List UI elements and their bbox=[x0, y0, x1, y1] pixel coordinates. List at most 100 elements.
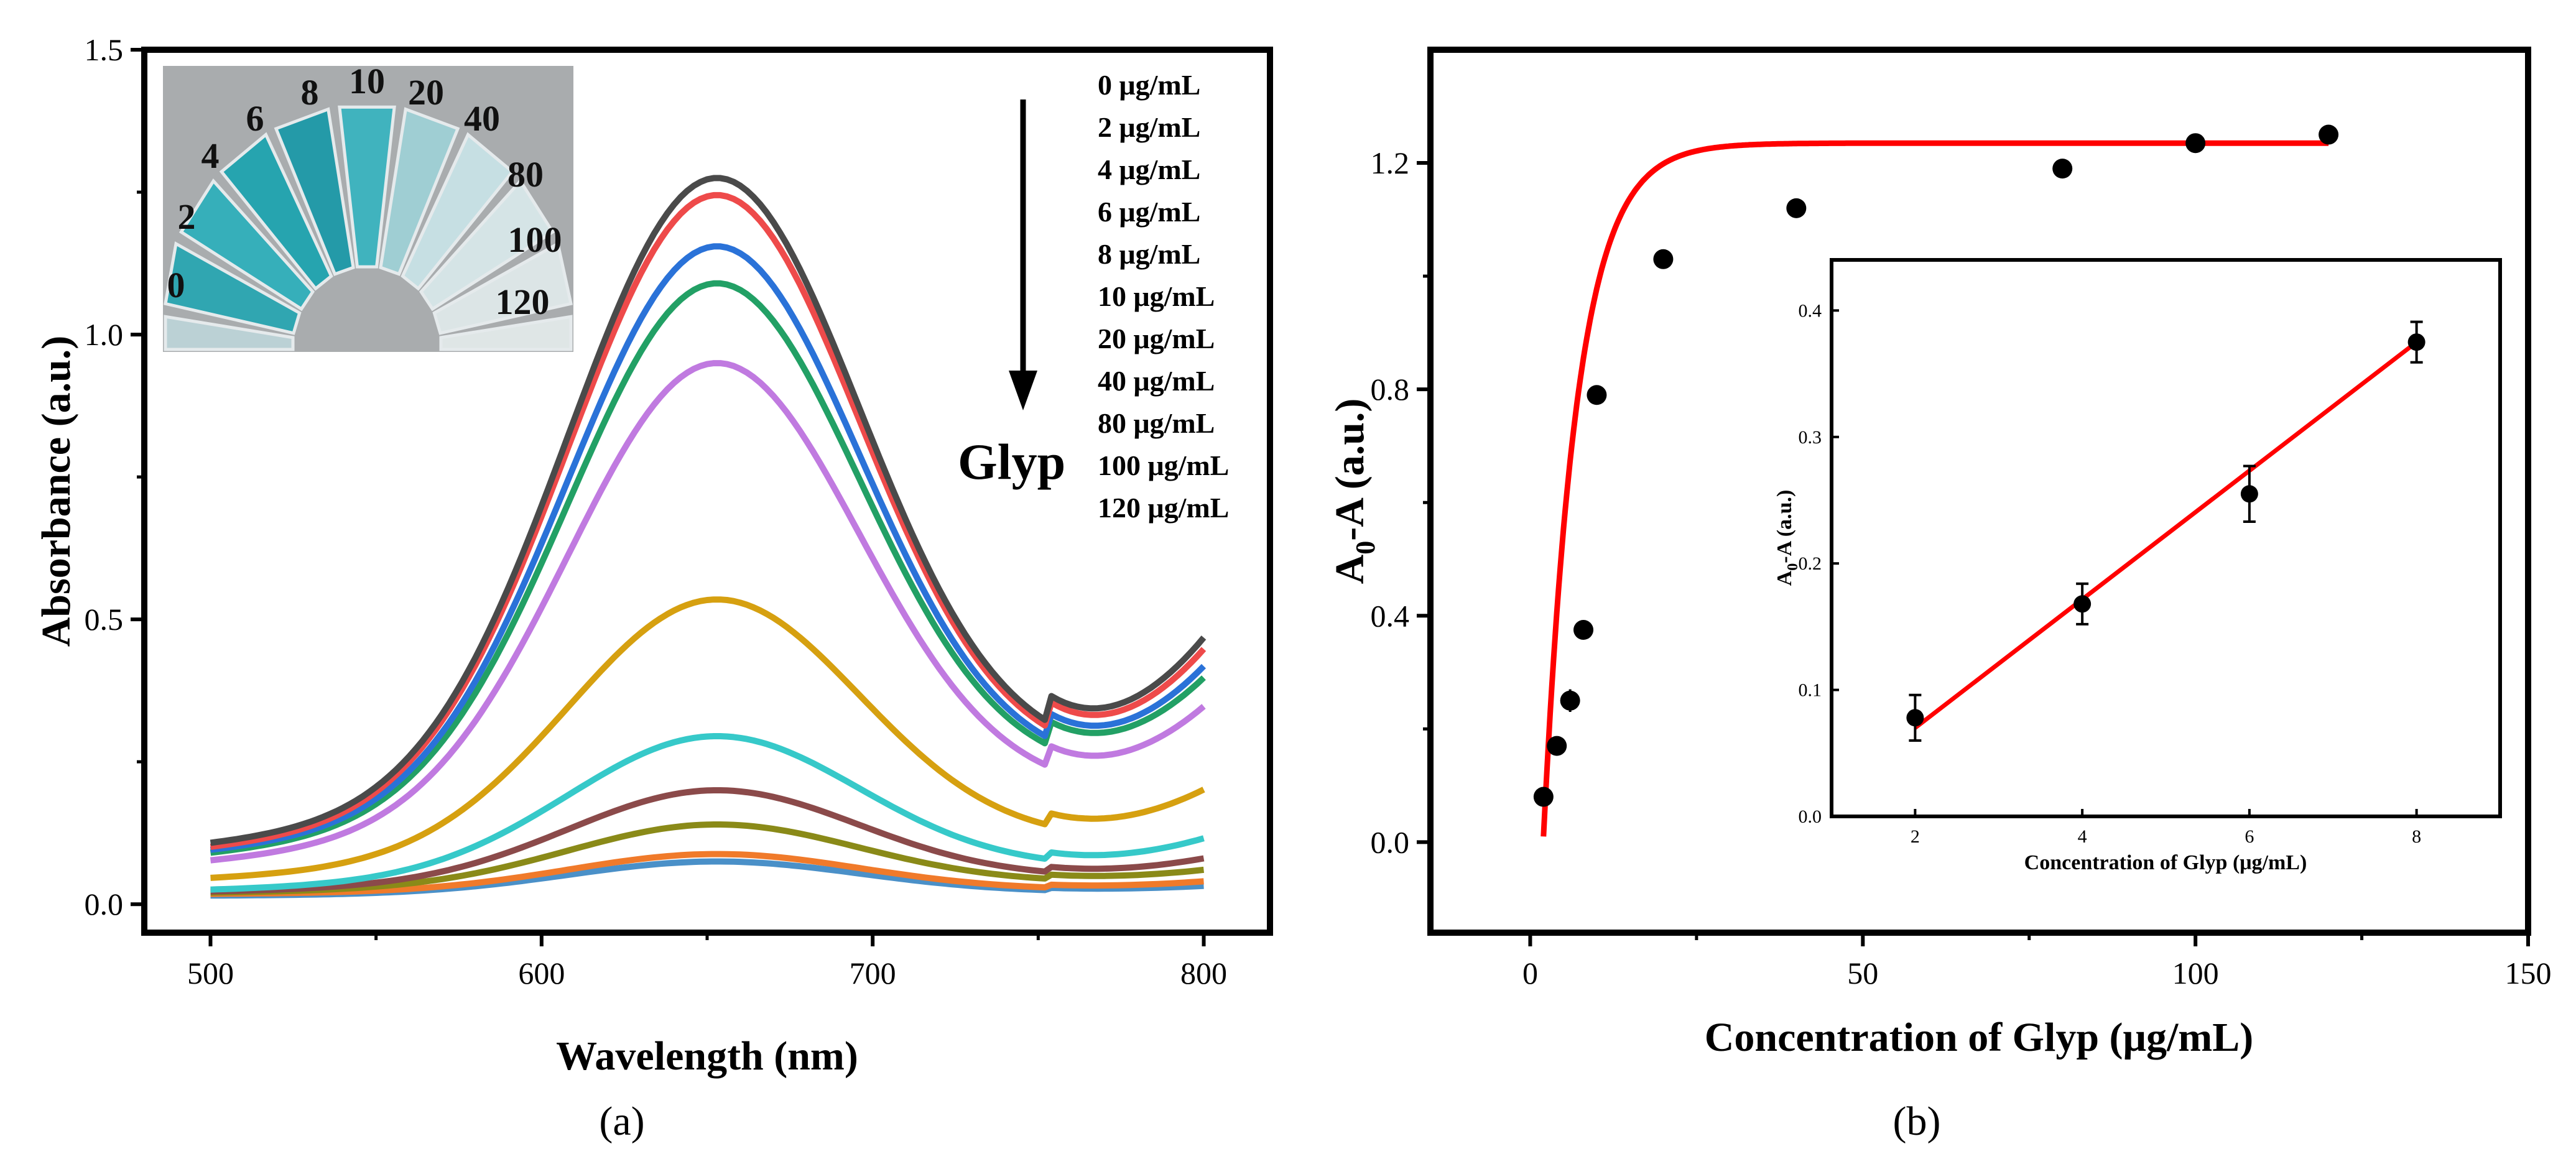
x-tick-label: 100 bbox=[2172, 956, 2219, 990]
inset-x-tick-label: 6 bbox=[2245, 826, 2254, 847]
legend-entry: 100 μg/mL bbox=[1098, 450, 1229, 481]
data-point bbox=[1547, 736, 1567, 756]
y-tick-label: 1.2 bbox=[1371, 145, 1410, 180]
inset-y-tick-label: 0.0 bbox=[1799, 806, 1822, 827]
inset-x-tick-label: 8 bbox=[2412, 826, 2421, 847]
panel-a-label: (a) bbox=[599, 1099, 644, 1144]
panel-b-y-title-sub: 0 bbox=[1350, 541, 1381, 555]
tube-shape bbox=[379, 107, 460, 276]
panel-b-y-title-rest: -A (a.u.) bbox=[1327, 399, 1373, 541]
inset-y-title-main: A bbox=[1773, 570, 1796, 586]
data-point bbox=[2052, 159, 2073, 179]
y-tick-label: 0.0 bbox=[1371, 824, 1410, 859]
panel-b-y-title: A0-A (a.u.) bbox=[1327, 399, 1381, 584]
panel-b-ticks: 0 50 100 150 0.0 0.4 0.8 1.2 bbox=[1371, 145, 2552, 990]
glyp-arrow-label: Glyp bbox=[958, 433, 1065, 490]
x-tick-label: 50 bbox=[1847, 956, 1878, 990]
inset-fit-line bbox=[1914, 340, 2418, 730]
spectrum-line bbox=[210, 851, 1204, 897]
legend-entry: 6 μg/mL bbox=[1098, 196, 1200, 228]
panel-b-chart: 0 50 100 150 0.0 0.4 0.8 1.2 2 4 6 8 0.0 0.1 0.2 0.3 0.… bbox=[1327, 47, 2552, 1144]
tube-label: 6 bbox=[246, 98, 264, 139]
inset-x-tick-label: 4 bbox=[2078, 826, 2087, 847]
y-tick-label: 1.5 bbox=[85, 32, 124, 67]
x-tick-label: 700 bbox=[850, 956, 896, 990]
legend-entry: 8 μg/mL bbox=[1098, 238, 1200, 270]
data-point bbox=[1533, 787, 1554, 807]
data-point bbox=[1560, 690, 1580, 711]
legend-entry: 20 μg/mL bbox=[1098, 323, 1215, 354]
inset-data-point bbox=[1906, 709, 1924, 727]
data-point bbox=[1786, 198, 1807, 218]
spectrum-line bbox=[210, 733, 1205, 893]
spectrum-line bbox=[210, 243, 1207, 853]
inset-data-point bbox=[2073, 595, 2092, 613]
spectrum-line bbox=[210, 821, 1205, 896]
x-tick-label: 500 bbox=[187, 956, 234, 990]
data-point bbox=[2185, 133, 2206, 154]
inset-frame bbox=[1830, 258, 2502, 818]
tube-shape bbox=[432, 241, 573, 335]
tube-shape bbox=[178, 178, 315, 312]
panel-b-label: (b) bbox=[1893, 1099, 1941, 1144]
legend-entry: 2 μg/mL bbox=[1098, 111, 1200, 143]
y-tick-label: 0.8 bbox=[1371, 372, 1410, 407]
tube-shape bbox=[219, 132, 333, 291]
tube-shape bbox=[164, 315, 295, 351]
legend-entry: 4 μg/mL bbox=[1098, 154, 1200, 185]
inset-y-tick-label: 0.3 bbox=[1799, 427, 1822, 448]
tube-shape bbox=[274, 107, 355, 276]
x-tick-label: 150 bbox=[2505, 956, 2552, 990]
inset-points bbox=[1906, 320, 2425, 742]
panel-b-y-title-main: A bbox=[1327, 554, 1373, 584]
tube-shape bbox=[401, 132, 515, 291]
legend-entry: 80 μg/mL bbox=[1098, 407, 1215, 439]
legend-entry: 120 μg/mL bbox=[1098, 492, 1229, 524]
data-point bbox=[1653, 249, 1674, 269]
spectrum-line bbox=[210, 280, 1206, 856]
data-point bbox=[1573, 620, 1594, 640]
data-point bbox=[2319, 124, 2339, 145]
tube-shape bbox=[439, 315, 573, 351]
panel-a-legend: 0 μg/mL 2 μg/mL 4 μg/mL 6 μg/mL 8 μg/mL 10 μg… bbox=[1098, 69, 1229, 524]
spectrum-line bbox=[210, 192, 1207, 850]
data-point bbox=[1587, 385, 1607, 405]
inset-y-title-sub: 0 bbox=[1785, 563, 1801, 571]
tube-label: 4 bbox=[202, 136, 220, 176]
spectrum-line bbox=[210, 360, 1206, 864]
tube-label: 8 bbox=[301, 72, 319, 113]
inset-y-title-rest: -A (a.u.) bbox=[1773, 490, 1796, 563]
legend-entry: 40 μg/mL bbox=[1098, 365, 1215, 397]
tube-shape bbox=[419, 178, 555, 312]
tube-label: 80 bbox=[507, 154, 544, 195]
panel-a-y-title: Absorbance (a.u.) bbox=[34, 336, 79, 647]
y-tick-label: 1.0 bbox=[85, 317, 124, 352]
inset-y-tick-label: 0.1 bbox=[1799, 680, 1822, 701]
inset-chart: 2 4 6 8 0.0 0.1 0.2 0.3 0.4 Concentration of Gly… bbox=[1773, 258, 2502, 874]
inset-y-tick-label: 0.4 bbox=[1799, 300, 1822, 321]
y-tick-label: 0.5 bbox=[85, 602, 124, 637]
tube-label: 20 bbox=[408, 72, 444, 113]
inset-y-title: A0-A (a.u.) bbox=[1773, 490, 1801, 586]
inset-fit bbox=[1914, 340, 2418, 730]
decrease-arrow-icon bbox=[1009, 371, 1037, 410]
inset-x-title: Concentration of Glyp (μg/mL) bbox=[2024, 851, 2307, 874]
tube-shape bbox=[338, 105, 396, 269]
tube-label: 0 bbox=[167, 265, 185, 305]
inset-data-point bbox=[2240, 485, 2258, 503]
inset-photo-tubes bbox=[164, 105, 573, 351]
y-tick-label: 0.0 bbox=[85, 887, 124, 921]
tube-shape bbox=[164, 241, 302, 335]
panel-b-frame bbox=[1427, 47, 2531, 936]
panel-a-x-title: Wavelength (nm) bbox=[556, 1033, 858, 1079]
tube-label: 10 bbox=[349, 61, 385, 101]
tube-label: 2 bbox=[178, 196, 196, 237]
spectrum-line bbox=[210, 596, 1205, 881]
panel-b-points bbox=[1533, 124, 2339, 807]
inset-ticks: 2 4 6 8 0.0 0.1 0.2 0.3 0.4 bbox=[1799, 300, 2422, 847]
legend-entry: 10 μg/mL bbox=[1098, 280, 1215, 312]
